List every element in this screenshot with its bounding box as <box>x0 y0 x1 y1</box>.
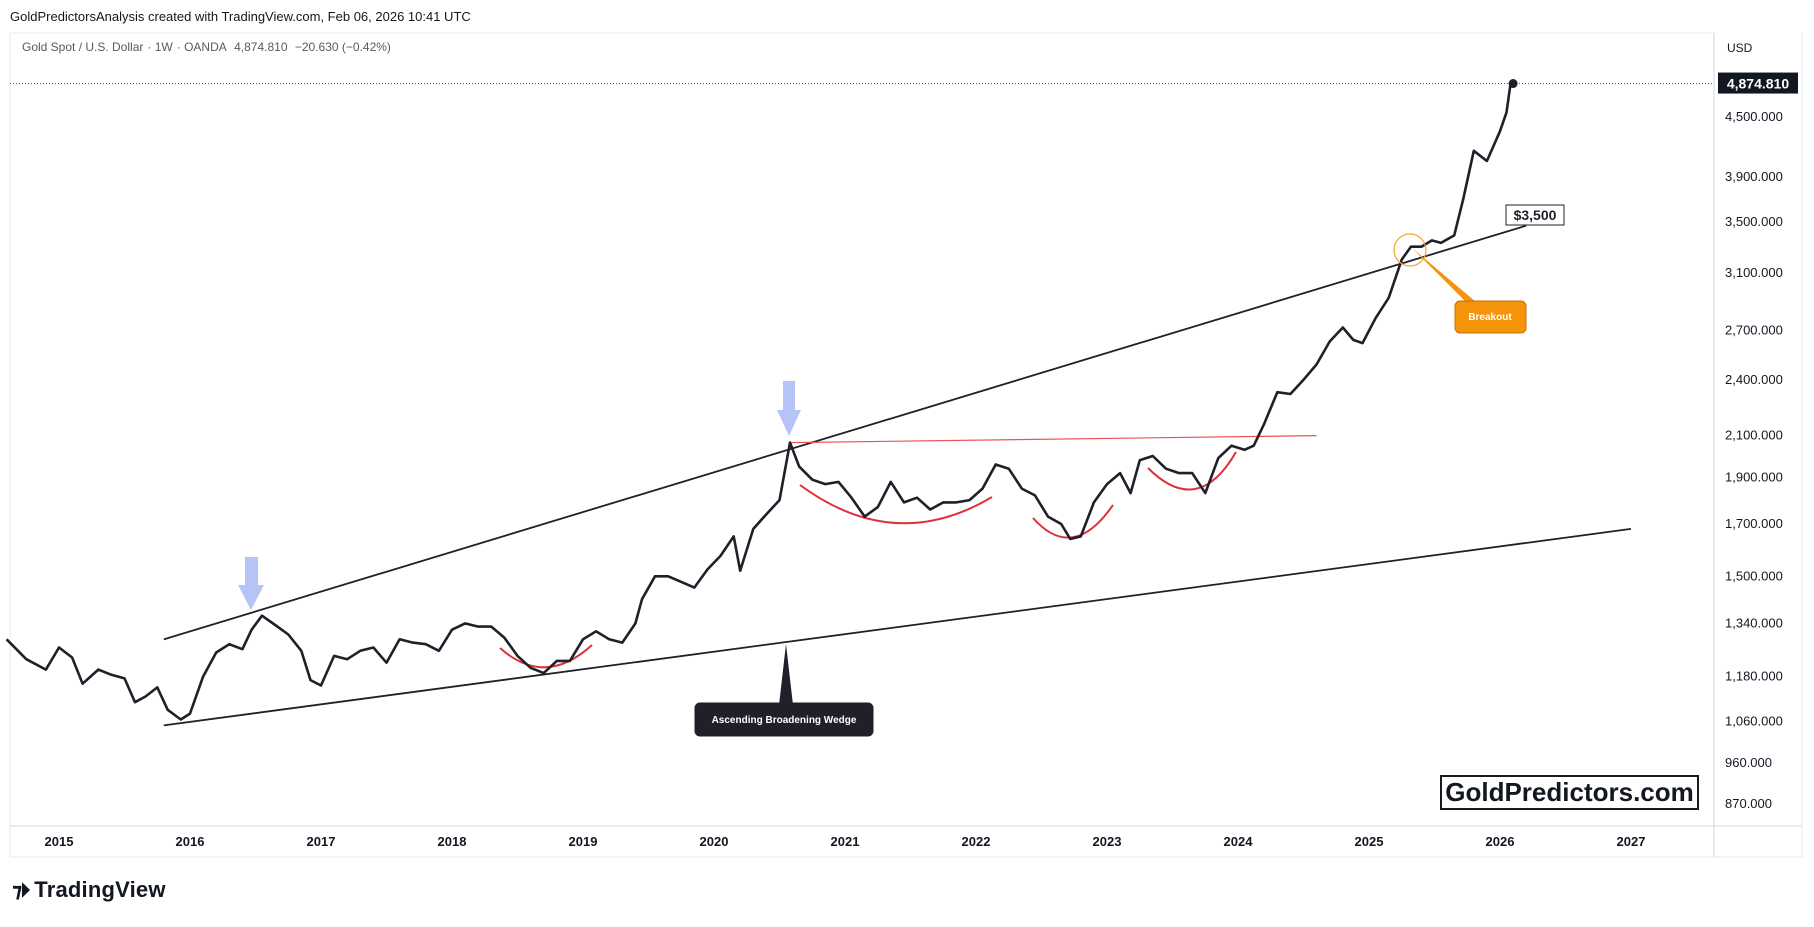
chart-credit: GoldPredictorsAnalysis created with Trad… <box>10 9 471 24</box>
price-line[interactable] <box>5 82 1514 721</box>
y-tick-label: 870.000 <box>1725 796 1772 811</box>
wedge-label: Ascending Broadening Wedge <box>712 715 857 726</box>
y-tick-label: 1,700.000 <box>1725 516 1783 531</box>
y-tick-label: 960.000 <box>1725 755 1772 770</box>
arrow-2020 <box>777 381 801 436</box>
symbol-name[interactable]: Gold Spot / U.S. Dollar <box>22 40 144 54</box>
x-tick-label: 2016 <box>176 834 205 849</box>
symbol-change: −20.630 (−0.42%) <box>294 40 391 54</box>
x-tick-label: 2027 <box>1617 834 1646 849</box>
y-tick-label: 1,500.000 <box>1725 568 1783 583</box>
breakout-circle <box>1393 233 1427 267</box>
x-tick-label: 2018 <box>438 834 467 849</box>
target-label: $3,500 <box>1514 207 1557 223</box>
time-axis-ticks: 2015 2016 2017 2018 2019 2020 2021 2022 2023 2024… <box>45 834 1646 849</box>
x-tick-label: 2019 <box>569 834 598 849</box>
breakout-label: Breakout <box>1468 312 1512 323</box>
x-tick-label: 2025 <box>1355 834 1384 849</box>
y-tick-label: 3,100.000 <box>1725 265 1783 280</box>
symbol-info: Gold Spot / U.S. Dollar · 1W · OANDA 4,874… <box>22 40 391 54</box>
tradingview-icon: ⁊⏵ <box>12 879 30 902</box>
arrow-2016 <box>238 557 264 610</box>
breakout-box[interactable] <box>1454 300 1527 334</box>
lower-wedge-line[interactable] <box>163 528 1632 727</box>
watermark: GoldPredictors.com <box>1440 775 1699 810</box>
wedge-trendlines[interactable] <box>163 224 1632 727</box>
y-tick-label: 1,180.000 <box>1725 669 1783 684</box>
target-box[interactable] <box>1505 204 1565 226</box>
x-tick-label: 2026 <box>1486 834 1515 849</box>
y-tick-label: 3,900.000 <box>1725 169 1783 184</box>
tradingview-logo-text: TradingView <box>34 877 166 902</box>
cup-arc-2023 <box>1147 451 1237 491</box>
x-tick-label: 2022 <box>962 834 991 849</box>
cup-arc-2018 <box>499 644 593 669</box>
x-tick-label: 2024 <box>1224 834 1254 849</box>
symbol-broker: OANDA <box>184 40 227 54</box>
wedge-box[interactable] <box>694 702 874 737</box>
wedge-pointer <box>779 644 793 705</box>
x-tick-label: 2023 <box>1093 834 1122 849</box>
y-tick-label: 1,060.000 <box>1725 713 1783 728</box>
y-tick-label: 2,700.000 <box>1725 323 1783 338</box>
y-tick-label: 2,400.000 <box>1725 372 1783 387</box>
last-price-badge <box>1718 72 1798 94</box>
y-tick-label: 4,500.000 <box>1725 109 1783 124</box>
symbol-interval[interactable]: 1W <box>154 40 173 54</box>
x-tick-label: 2015 <box>45 834 74 849</box>
cup-arc-2021 <box>799 484 993 525</box>
y-tick-label: 1,900.000 <box>1725 469 1783 484</box>
last-price-dot <box>1508 79 1518 89</box>
tradingview-logo[interactable]: ⁊⏵ TradingView <box>12 877 166 903</box>
y-tick-label: 1,340.000 <box>1725 615 1783 630</box>
symbol-price: 4,874.810 <box>234 40 288 54</box>
x-tick-label: 2017 <box>307 834 336 849</box>
breakout-pointer <box>1412 248 1476 302</box>
x-tick-label: 2020 <box>700 834 729 849</box>
price-axis-ticks: 4,500.000 3,900.000 3,500.000 3,100.000 2,70… <box>1725 109 1783 811</box>
x-tick-label: 2021 <box>831 834 860 849</box>
upper-wedge-line[interactable] <box>163 224 1527 641</box>
currency-label[interactable]: USD <box>1727 41 1753 55</box>
y-tick-label: 3,500.000 <box>1725 214 1783 229</box>
y-tick-label: 2,100.000 <box>1725 428 1783 443</box>
last-price-badge-text: 4,874.810 <box>1727 76 1789 92</box>
resistance-line[interactable] <box>789 435 1317 444</box>
